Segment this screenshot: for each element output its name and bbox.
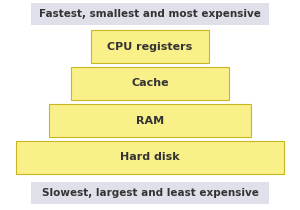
Text: RAM: RAM [136, 116, 164, 126]
Bar [31, 182, 269, 204]
Text: Slowest, largest and least expensive: Slowest, largest and least expensive [42, 188, 258, 198]
Bar [16, 141, 284, 174]
Bar [31, 3, 269, 25]
Text: Cache: Cache [131, 79, 169, 88]
Bar [49, 104, 251, 137]
Text: Hard disk: Hard disk [120, 152, 180, 163]
Text: Fastest, smallest and most expensive: Fastest, smallest and most expensive [39, 9, 261, 19]
Text: CPU registers: CPU registers [107, 42, 193, 51]
Bar [91, 30, 209, 63]
Bar [71, 67, 229, 100]
